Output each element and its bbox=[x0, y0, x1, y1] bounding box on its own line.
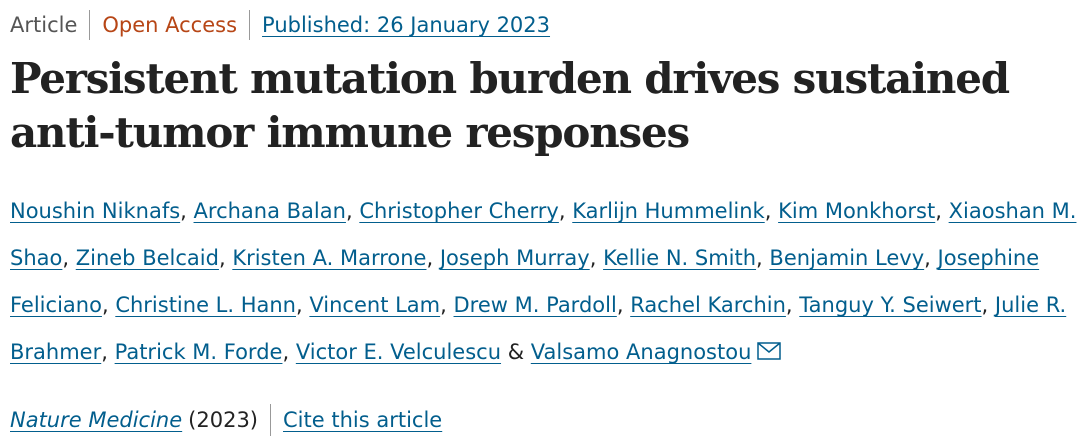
author-final-separator: & bbox=[507, 340, 525, 364]
author-separator: , bbox=[282, 340, 290, 364]
citation-row: Nature Medicine (2023) Cite this article bbox=[10, 404, 442, 436]
author-link[interactable]: Julie R. Brahmer bbox=[10, 293, 1067, 364]
divider bbox=[270, 404, 272, 436]
access-label: Open Access bbox=[89, 10, 249, 40]
meta-row: Article Open Access Published: 26 Januar… bbox=[10, 10, 562, 40]
author-link[interactable]: Josephine Feliciano bbox=[10, 246, 1040, 317]
author-separator: , bbox=[345, 199, 353, 223]
cite-link[interactable]: Cite this article bbox=[283, 408, 443, 432]
author-separator: , bbox=[589, 246, 597, 270]
author-link[interactable]: Kristen A. Marrone bbox=[232, 246, 427, 270]
journal-link[interactable]: Nature Medicine bbox=[10, 408, 183, 432]
author-link[interactable]: Tanguy Y. Seiwert bbox=[799, 293, 982, 317]
author-link[interactable]: Kellie N. Smith bbox=[603, 246, 757, 270]
author-link[interactable]: Christine L. Hann bbox=[115, 293, 296, 317]
author-separator: , bbox=[924, 246, 931, 270]
author-separator: , bbox=[756, 246, 763, 270]
author-separator: , bbox=[180, 199, 187, 223]
article-type: Article bbox=[10, 13, 78, 37]
citation-year: (2023) bbox=[188, 408, 259, 432]
author-link[interactable]: Karlijn Hummelink bbox=[572, 199, 765, 223]
author-link[interactable]: Kim Monkhorst bbox=[778, 199, 936, 223]
author-link[interactable]: Vincent Lam bbox=[309, 293, 441, 317]
author-separator: , bbox=[296, 293, 303, 317]
author-separator: , bbox=[981, 293, 989, 317]
author-separator: , bbox=[440, 293, 447, 317]
author-link[interactable]: Drew M. Pardoll bbox=[453, 293, 617, 317]
author-separator: , bbox=[218, 246, 226, 270]
author-link[interactable]: Xiaoshan M. Shao bbox=[10, 199, 1077, 270]
author-list: Noushin Niknafs, Archana Balan, Christop… bbox=[10, 188, 1082, 376]
author-separator: , bbox=[62, 246, 70, 270]
author-separator: , bbox=[935, 199, 942, 223]
author-separator: , bbox=[764, 199, 772, 223]
author-link[interactable]: Noushin Niknafs bbox=[10, 199, 181, 223]
email-icon-shape bbox=[757, 342, 782, 360]
author-separator: , bbox=[426, 246, 434, 270]
author-link[interactable]: Archana Balan bbox=[193, 199, 346, 223]
author-link[interactable]: Victor E. Velculescu bbox=[295, 340, 502, 364]
author-separator: , bbox=[558, 199, 566, 223]
author-link[interactable]: Patrick M. Forde bbox=[114, 340, 283, 364]
author-link[interactable]: Joseph Murray bbox=[439, 246, 590, 270]
author-separator: , bbox=[616, 293, 624, 317]
author-separator: , bbox=[785, 293, 793, 317]
article-title: Persistent mutation burden drives sustai… bbox=[10, 54, 1010, 157]
author-link[interactable]: Benjamin Levy bbox=[769, 246, 925, 270]
author-link[interactable]: Rachel Karchin bbox=[630, 293, 786, 317]
published-wrap: Published: 26 January 2023 bbox=[249, 10, 562, 40]
author-link[interactable]: Zineb Belcaid bbox=[75, 246, 219, 270]
email-icon[interactable] bbox=[757, 342, 782, 360]
published-date[interactable]: Published: 26 January 2023 bbox=[262, 13, 551, 37]
author-separator: , bbox=[101, 340, 108, 364]
author-link[interactable]: Christopher Cherry bbox=[359, 199, 559, 223]
author-link[interactable]: Valsamo Anagnostou bbox=[530, 340, 752, 364]
author-separator: , bbox=[101, 293, 109, 317]
